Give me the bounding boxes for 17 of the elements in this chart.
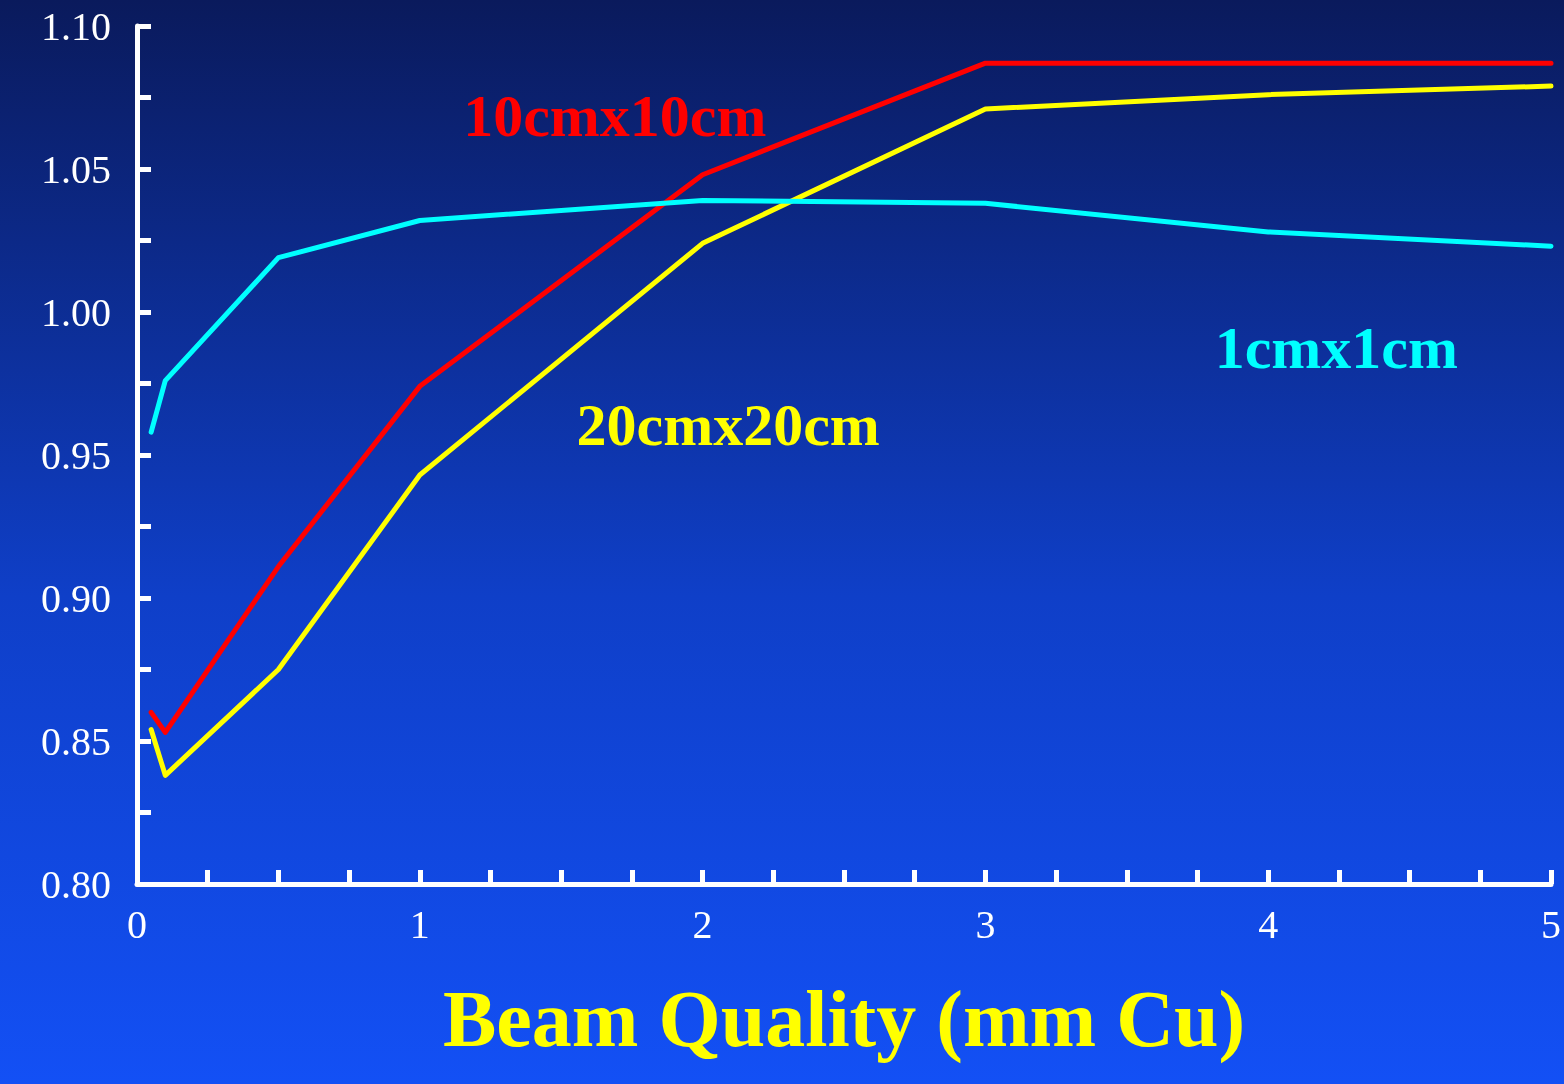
y-tick-label: 0.80 (41, 861, 111, 907)
x-tick-label: 3 (975, 901, 996, 947)
series-label: 10cmx10cm (463, 83, 767, 150)
series-label: 1cmx1cm (1214, 314, 1458, 381)
y-tick-label: 1.00 (41, 289, 111, 335)
x-tick-label: 2 (692, 901, 713, 947)
x-tick-label: 1 (409, 901, 430, 947)
y-tick-label: 1.10 (41, 3, 111, 49)
y-tick-label: 0.90 (41, 575, 111, 621)
series-label: 20cmx20cm (576, 391, 880, 458)
y-tick-label: 0.85 (41, 718, 111, 764)
y-tick-label: 1.05 (41, 146, 111, 192)
x-tick-label: 4 (1258, 901, 1279, 947)
x-tick-label: 0 (127, 901, 147, 947)
y-tick-label: 0.95 (41, 432, 111, 478)
x-axis-title: Beam Quality (mm Cu) (442, 975, 1246, 1064)
x-tick-label: 5 (1541, 901, 1561, 947)
